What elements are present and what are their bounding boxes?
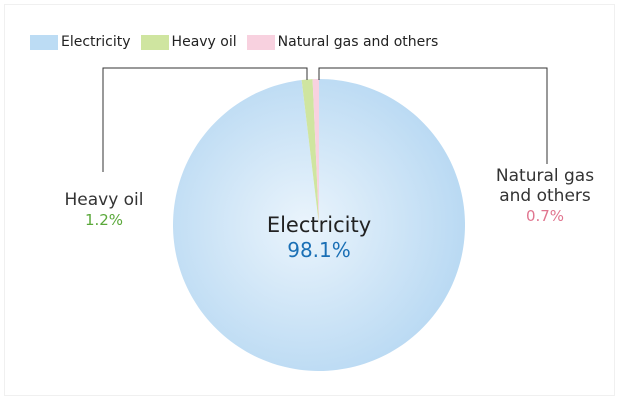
pie-slice-heavy-oil — [301, 79, 319, 225]
legend-label-heavy-oil: Heavy oil — [171, 34, 237, 50]
legend-label-electricity: Electricity — [61, 34, 131, 50]
pie-slice-natural-gas — [312, 79, 319, 225]
chart-frame — [4, 4, 615, 396]
pie-slice-electricity — [172, 79, 465, 372]
legend-label-natural-gas: Natural gas and others — [277, 34, 439, 50]
legend-item-heavy-oil: Heavy oil — [140, 34, 237, 50]
label-electricity: Electricity 98.1% — [239, 212, 399, 262]
label-natural-gas-name-line2: and others — [499, 186, 591, 206]
label-electricity-name: Electricity — [266, 213, 372, 237]
label-natural-gas: Natural gas and others 0.7% — [470, 166, 619, 226]
chart-legend: Electricity Heavy oil Natural gas and ot… — [30, 34, 448, 50]
label-heavy-oil: Heavy oil 1.2% — [44, 190, 164, 230]
label-heavy-oil-value: 1.2% — [84, 211, 124, 229]
legend-item-electricity: Electricity — [30, 34, 131, 50]
legend-swatch-electricity — [30, 34, 58, 50]
label-heavy-oil-name: Heavy oil — [64, 190, 144, 210]
leader-line-natural-gas — [318, 67, 548, 164]
leader-line-heavy-oil — [102, 67, 308, 172]
label-electricity-value: 98.1% — [287, 238, 351, 262]
legend-item-natural-gas: Natural gas and others — [246, 34, 439, 50]
legend-swatch-natural-gas — [246, 34, 275, 50]
label-natural-gas-name-line1: Natural gas — [495, 166, 595, 186]
label-natural-gas-value: 0.7% — [525, 207, 565, 225]
legend-swatch-heavy-oil — [140, 34, 169, 50]
